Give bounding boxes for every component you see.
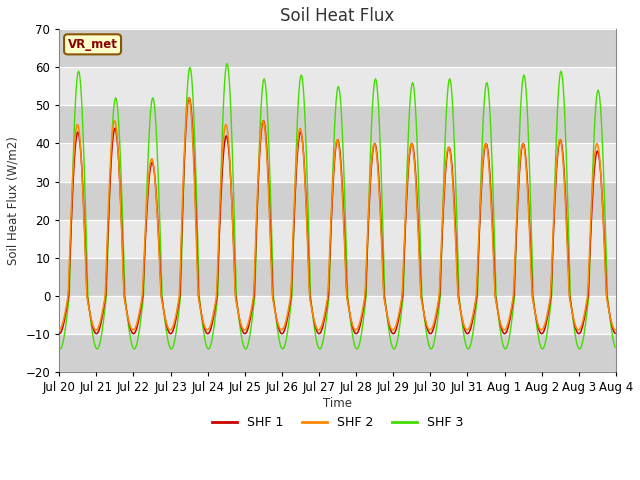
SHF 2: [209, 312, 217, 318]
SHF 3: [422, 331, 430, 336]
Bar: [60, 181, 616, 219]
Text: VR_met: VR_met: [68, 38, 118, 51]
SHF 1: [406, 152, 413, 158]
SHF 3: [56, 346, 63, 351]
SHF 2: [123, 308, 131, 313]
Y-axis label: Soil Heat Flux (W/m2): Soil Heat Flux (W/m2): [7, 136, 20, 265]
SHF 3: [124, 313, 131, 319]
SHF 2: [422, 319, 429, 324]
SHF 1: [186, 95, 193, 101]
SHF 1: [179, 194, 187, 200]
Bar: [60, 258, 616, 296]
SHF 1: [209, 316, 217, 322]
Line: SHF 1: SHF 1: [60, 98, 615, 334]
SHF 3: [406, 96, 414, 101]
Bar: [60, 29, 616, 67]
SHF 2: [56, 327, 63, 333]
SHF 1: [123, 307, 131, 313]
Line: SHF 2: SHF 2: [60, 98, 615, 330]
SHF 3: [56, 346, 64, 352]
SHF 3: [223, 60, 231, 66]
SHF 3: [67, 263, 74, 268]
X-axis label: Time: Time: [323, 396, 352, 409]
Line: SHF 3: SHF 3: [60, 63, 615, 349]
SHF 1: [611, 331, 619, 336]
SHF 2: [406, 149, 413, 155]
SHF 3: [180, 178, 188, 183]
SHF 1: [65, 271, 73, 277]
Bar: [60, 106, 616, 144]
SHF 1: [422, 320, 429, 325]
Bar: [60, 334, 616, 372]
SHF 2: [179, 183, 187, 189]
SHF 3: [209, 330, 217, 336]
SHF 2: [65, 260, 73, 265]
SHF 2: [186, 96, 193, 101]
SHF 1: [56, 331, 63, 336]
Title: Soil Heat Flux: Soil Heat Flux: [280, 7, 395, 25]
SHF 3: [611, 344, 619, 350]
SHF 2: [611, 327, 619, 333]
Legend: SHF 1, SHF 2, SHF 3: SHF 1, SHF 2, SHF 3: [207, 411, 468, 434]
